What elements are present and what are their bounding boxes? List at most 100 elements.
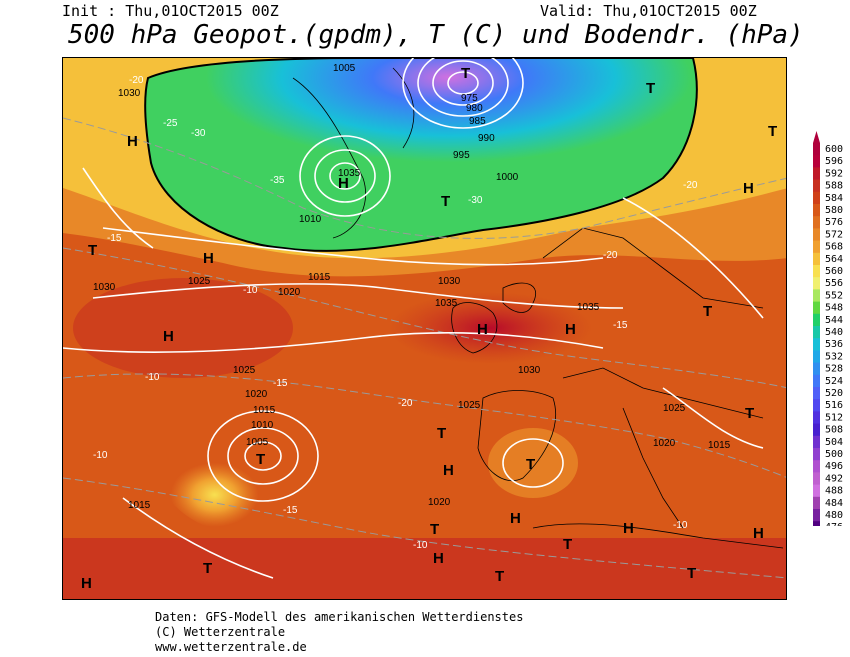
isobar-label: 1015 [253,405,276,416]
low-center: T [461,65,470,82]
isotherm-label: -25 [163,118,178,129]
legend-swatch [813,228,820,242]
legend-swatch [813,423,820,437]
legend-swatch [813,387,820,400]
high-center: H [510,510,521,527]
legend-label: 516 [825,400,843,411]
color-scale-legend: 600 596 592 588 584 580 576 572 568 564 560 556 552 5… [810,131,846,544]
legend-swatch [813,155,820,168]
legend-swatch [813,411,820,425]
valid-time: Valid: Thu,01OCT2015 00Z [540,2,757,20]
legend-label: 528 [825,364,843,375]
isobar-label: 1020 [653,438,676,449]
low-center: T [745,405,754,422]
isotherm-label: -30 [191,128,206,139]
legend-label: 520 [825,388,843,399]
low-center: T [526,456,535,473]
legend-swatch [813,350,820,364]
temperature-isotherms [63,117,786,579]
legend-swatch [813,362,820,376]
low-center: T [441,193,450,210]
legend-swatch [813,313,820,327]
legend-arrow-top [813,131,820,143]
isotherm-label: -10 [145,372,160,383]
high-center: H [433,550,444,567]
legend-swatch [813,448,820,461]
legend-label: 484 [825,498,843,509]
isobar-label: 1015 [308,272,331,283]
legend-label: 504 [825,437,843,448]
isobar-label: 1015 [128,500,151,511]
legend-label: 584 [825,193,843,204]
isotherm-label: -15 [273,378,288,389]
atlantic-ridge [73,278,293,378]
low-center: T [703,303,712,320]
legend-label: 488 [825,486,843,497]
legend-swatch [813,472,820,486]
weather-map: 1030 1030 1030 1030 1025 1025 1025 1025 … [62,57,787,600]
pressure-centers: H H H H H H H H H H H H H T T T T T T T … [81,65,777,592]
legend-label: 564 [825,254,843,265]
legend-swatch [813,484,820,498]
legend-swatch [813,277,820,290]
init-time: Init : Thu,01OCT2015 00Z [62,2,279,20]
legend-swatch [813,216,820,229]
high-center: H [743,180,754,197]
legend-label: 544 [825,315,843,326]
legend-label: 572 [825,229,843,240]
isobar-label: 1030 [93,282,116,293]
legend-label: 548 [825,303,843,314]
legend-label: 508 [825,425,843,436]
low-center: T [203,560,212,577]
isobar-label: 1035 [577,302,600,313]
isobar-label: 1020 [245,389,268,400]
legend-swatch [813,191,820,205]
legend-label: 532 [825,351,843,362]
isobar-label: 1000 [496,172,519,183]
low-center: T [256,451,265,468]
temperature-labels: -20 -25 -30 -35 -30 -15 -10 -10 -15 -20 … [93,75,698,551]
legend-label: 556 [825,278,843,289]
high-center: H [338,175,349,192]
low-center: T [495,568,504,585]
isobar-label: 1025 [188,276,211,287]
isotherm-label: -20 [683,180,698,191]
isotherm-label: -15 [613,320,628,331]
high-center: H [81,575,92,592]
low-center: T [646,80,655,97]
legend-label: 536 [825,339,843,350]
copyright: (C) Wetterzentrale [155,625,286,639]
isobar-label: 1020 [428,497,451,508]
isobars [63,58,764,579]
legend-swatch [813,521,820,534]
legend-label: 576 [825,217,843,228]
high-center: H [753,525,764,542]
isobar-label: 1035 [435,298,458,309]
isobar-label: 990 [478,133,495,144]
azores-cutoff-low [153,378,373,538]
isotherm-label: -20 [129,75,144,86]
data-source: Daten: GFS-Modell des amerikanischen Wet… [155,610,524,624]
ridge-core [293,268,633,388]
high-center: H [623,520,634,537]
low-center: T [437,425,446,442]
low-center: T [430,521,439,538]
isobar-label: 1030 [438,276,461,287]
isobar-label: 980 [466,103,483,114]
isobar-label: 1015 [708,440,731,451]
legend-label: 476 [825,522,843,526]
isobar-label: 1010 [251,420,274,431]
legend-swatch [813,167,820,181]
trough-boundary [144,58,698,252]
isobar-label: 1025 [663,403,686,414]
isobar-label: 1025 [458,400,481,411]
isotherm-label: -10 [93,450,108,461]
coastlines [292,67,784,549]
legend-swatch [813,374,820,388]
legend-swatch [813,240,820,254]
legend-label: 524 [825,376,843,387]
legend-label: 480 [825,510,843,521]
legend-swatch [813,301,820,315]
high-center: H [127,133,138,150]
legend-label: 568 [825,242,843,253]
